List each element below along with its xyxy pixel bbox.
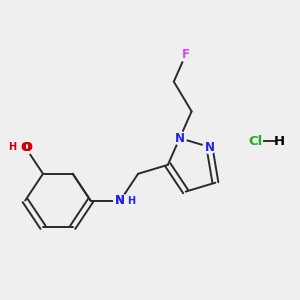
Text: O: O <box>22 140 32 154</box>
Circle shape <box>17 139 33 155</box>
Text: F: F <box>182 48 190 62</box>
Text: H: H <box>128 196 136 206</box>
Text: N: N <box>175 132 185 145</box>
Circle shape <box>179 48 192 62</box>
Text: H: H <box>274 135 285 148</box>
Circle shape <box>248 122 287 160</box>
Circle shape <box>203 140 216 154</box>
Text: N: N <box>115 194 125 207</box>
Text: Cl: Cl <box>248 135 262 148</box>
Circle shape <box>173 132 186 145</box>
Circle shape <box>114 194 127 207</box>
Text: H: H <box>9 142 17 152</box>
Text: N: N <box>115 194 125 207</box>
Circle shape <box>19 140 32 154</box>
Text: N: N <box>204 140 214 154</box>
Text: O: O <box>20 140 30 154</box>
Circle shape <box>114 194 127 207</box>
